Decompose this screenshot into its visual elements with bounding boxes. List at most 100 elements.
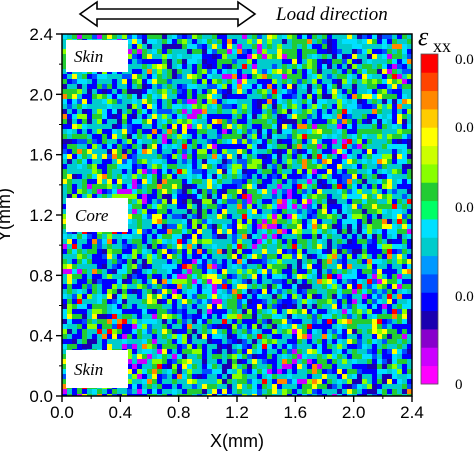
heatmap-cell bbox=[317, 354, 322, 359]
heatmap-cell bbox=[367, 229, 372, 234]
heatmap-cell bbox=[132, 254, 137, 259]
heatmap-cell bbox=[387, 64, 392, 69]
heatmap-cell bbox=[377, 224, 382, 229]
heatmap-cell bbox=[122, 244, 127, 249]
heatmap-cell bbox=[107, 179, 112, 184]
heatmap-cell bbox=[327, 244, 332, 249]
heatmap-cell bbox=[222, 249, 227, 254]
heatmap-cell bbox=[102, 174, 107, 179]
heatmap-cell bbox=[112, 289, 117, 294]
heatmap-cell bbox=[137, 69, 142, 74]
heatmap-cell bbox=[377, 234, 382, 239]
heatmap-cell bbox=[397, 349, 402, 354]
heatmap-cell bbox=[212, 54, 217, 59]
heatmap-cell bbox=[402, 124, 407, 129]
heatmap-cell bbox=[157, 364, 162, 369]
heatmap-cell bbox=[157, 244, 162, 249]
heatmap-cell bbox=[262, 234, 267, 239]
heatmap-cell bbox=[377, 79, 382, 84]
heatmap-cell bbox=[347, 284, 352, 289]
heatmap-cell bbox=[197, 249, 202, 254]
heatmap-cell bbox=[137, 54, 142, 59]
heatmap-cell bbox=[252, 209, 257, 214]
heatmap-cell bbox=[332, 354, 337, 359]
heatmap-cell bbox=[172, 309, 177, 314]
heatmap-cell bbox=[187, 84, 192, 89]
heatmap-cell bbox=[372, 49, 377, 54]
heatmap-cell bbox=[252, 244, 257, 249]
heatmap-cell bbox=[302, 204, 307, 209]
heatmap-cell bbox=[287, 154, 292, 159]
heatmap-cell bbox=[352, 59, 357, 64]
heatmap-cell bbox=[172, 159, 177, 164]
heatmap-cell bbox=[87, 184, 92, 189]
heatmap-cell bbox=[332, 274, 337, 279]
heatmap-cell bbox=[247, 39, 252, 44]
heatmap-cell bbox=[337, 129, 342, 134]
heatmap-cell bbox=[357, 259, 362, 264]
heatmap-cell bbox=[157, 194, 162, 199]
heatmap-cell bbox=[252, 109, 257, 114]
heatmap-cell bbox=[312, 369, 317, 374]
heatmap-cell bbox=[117, 279, 122, 284]
heatmap-cell bbox=[307, 309, 312, 314]
heatmap-cell bbox=[62, 329, 67, 334]
load-direction-label: Load direction bbox=[275, 4, 388, 25]
heatmap-cell bbox=[387, 134, 392, 139]
heatmap-cell bbox=[382, 304, 387, 309]
heatmap-cell bbox=[192, 134, 197, 139]
heatmap-cell bbox=[77, 284, 82, 289]
heatmap-cell bbox=[132, 309, 137, 314]
heatmap-cell bbox=[112, 279, 117, 284]
heatmap-cell bbox=[267, 314, 272, 319]
heatmap-cell bbox=[92, 284, 97, 289]
heatmap-cell bbox=[372, 269, 377, 274]
heatmap-cell bbox=[97, 269, 102, 274]
heatmap-cell bbox=[152, 269, 157, 274]
heatmap-cell bbox=[87, 249, 92, 254]
heatmap-cell bbox=[192, 49, 197, 54]
heatmap-cell bbox=[347, 64, 352, 69]
heatmap-cell bbox=[337, 149, 342, 154]
heatmap-cell bbox=[397, 214, 402, 219]
heatmap-cell bbox=[397, 84, 402, 89]
heatmap-cell bbox=[207, 339, 212, 344]
heatmap-cell bbox=[322, 154, 327, 159]
heatmap-cell bbox=[387, 334, 392, 339]
heatmap-cell bbox=[187, 209, 192, 214]
heatmap-cell bbox=[372, 384, 377, 389]
heatmap-cell bbox=[287, 224, 292, 229]
heatmap-cell bbox=[382, 224, 387, 229]
heatmap-cell bbox=[202, 99, 207, 104]
heatmap-cell bbox=[322, 99, 327, 104]
heatmap-cell bbox=[302, 74, 307, 79]
heatmap-cell bbox=[342, 314, 347, 319]
heatmap-cell bbox=[357, 174, 362, 179]
load-direction-arrow bbox=[78, 0, 257, 28]
heatmap-cell bbox=[272, 134, 277, 139]
heatmap-cell bbox=[392, 284, 397, 289]
heatmap-cell bbox=[272, 329, 277, 334]
heatmap-cell bbox=[97, 329, 102, 334]
heatmap-cell bbox=[252, 219, 257, 224]
heatmap-cell bbox=[227, 119, 232, 124]
heatmap-cell bbox=[282, 109, 287, 114]
heatmap-cell bbox=[127, 229, 132, 234]
heatmap-cell bbox=[157, 154, 162, 159]
heatmap-cell bbox=[397, 104, 402, 109]
heatmap-cell bbox=[182, 159, 187, 164]
heatmap-cell bbox=[332, 329, 337, 334]
heatmap-cell bbox=[227, 64, 232, 69]
heatmap-cell bbox=[137, 294, 142, 299]
heatmap-cell bbox=[142, 394, 147, 396]
heatmap-cell bbox=[117, 139, 122, 144]
heatmap-cell bbox=[347, 34, 352, 39]
heatmap-cell bbox=[357, 314, 362, 319]
heatmap-cell bbox=[87, 324, 92, 329]
heatmap-cell bbox=[347, 59, 352, 64]
heatmap-cell bbox=[232, 319, 237, 324]
heatmap-cell bbox=[277, 99, 282, 104]
heatmap-cell bbox=[392, 159, 397, 164]
heatmap-cell bbox=[337, 224, 342, 229]
heatmap-cell bbox=[227, 184, 232, 189]
